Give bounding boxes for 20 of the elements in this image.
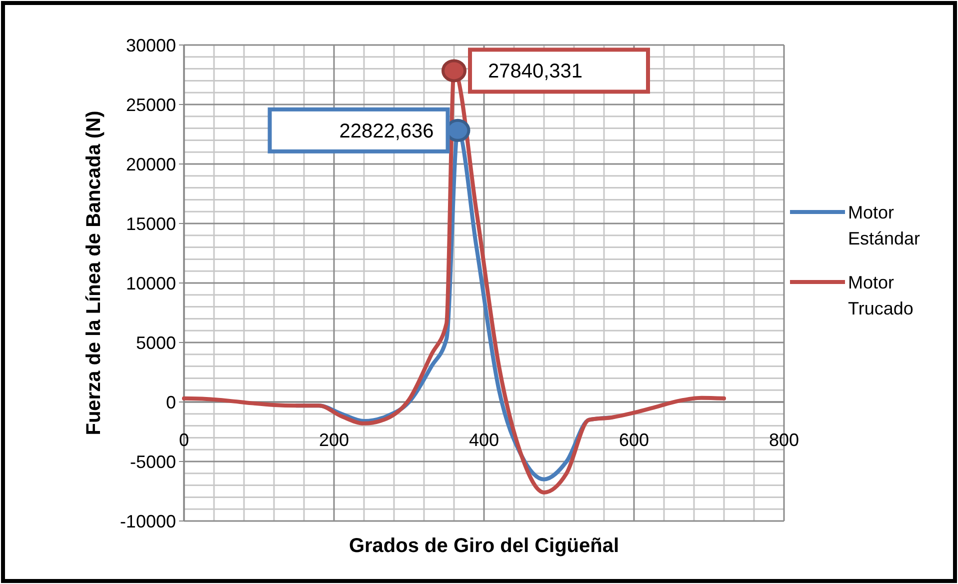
annotation: 27840,331 [488,60,583,83]
y-tick-label: -5000 [130,452,176,472]
y-tick-label: 25000 [126,94,176,115]
y-axis-title: Fuerza de la Línea de Bancada (N) [83,110,105,436]
annotation: 22822,636 [339,120,434,142]
y-tick-label: 20000 [126,154,176,174]
x-tick-label: 800 [768,430,800,450]
x-axis-title: Grados de Giro del Cigüeñal [348,535,620,557]
y-tick-label: 5000 [136,332,176,353]
y-tick-label: 0 [166,392,176,412]
x-tick-label: 0 [178,430,190,450]
x-tick-label: 400 [468,430,500,450]
y-tick-label: 30000 [126,35,176,56]
x-tick-label: 600 [618,430,650,450]
legend-label: Motor Trucado [848,272,914,318]
x-tick-label: 200 [318,430,350,450]
y-tick-label: -10000 [120,511,176,532]
legend-label: Motor Estándar [848,202,920,248]
y-tick-label: 10000 [126,273,176,294]
y-tick-label: 15000 [126,214,176,234]
